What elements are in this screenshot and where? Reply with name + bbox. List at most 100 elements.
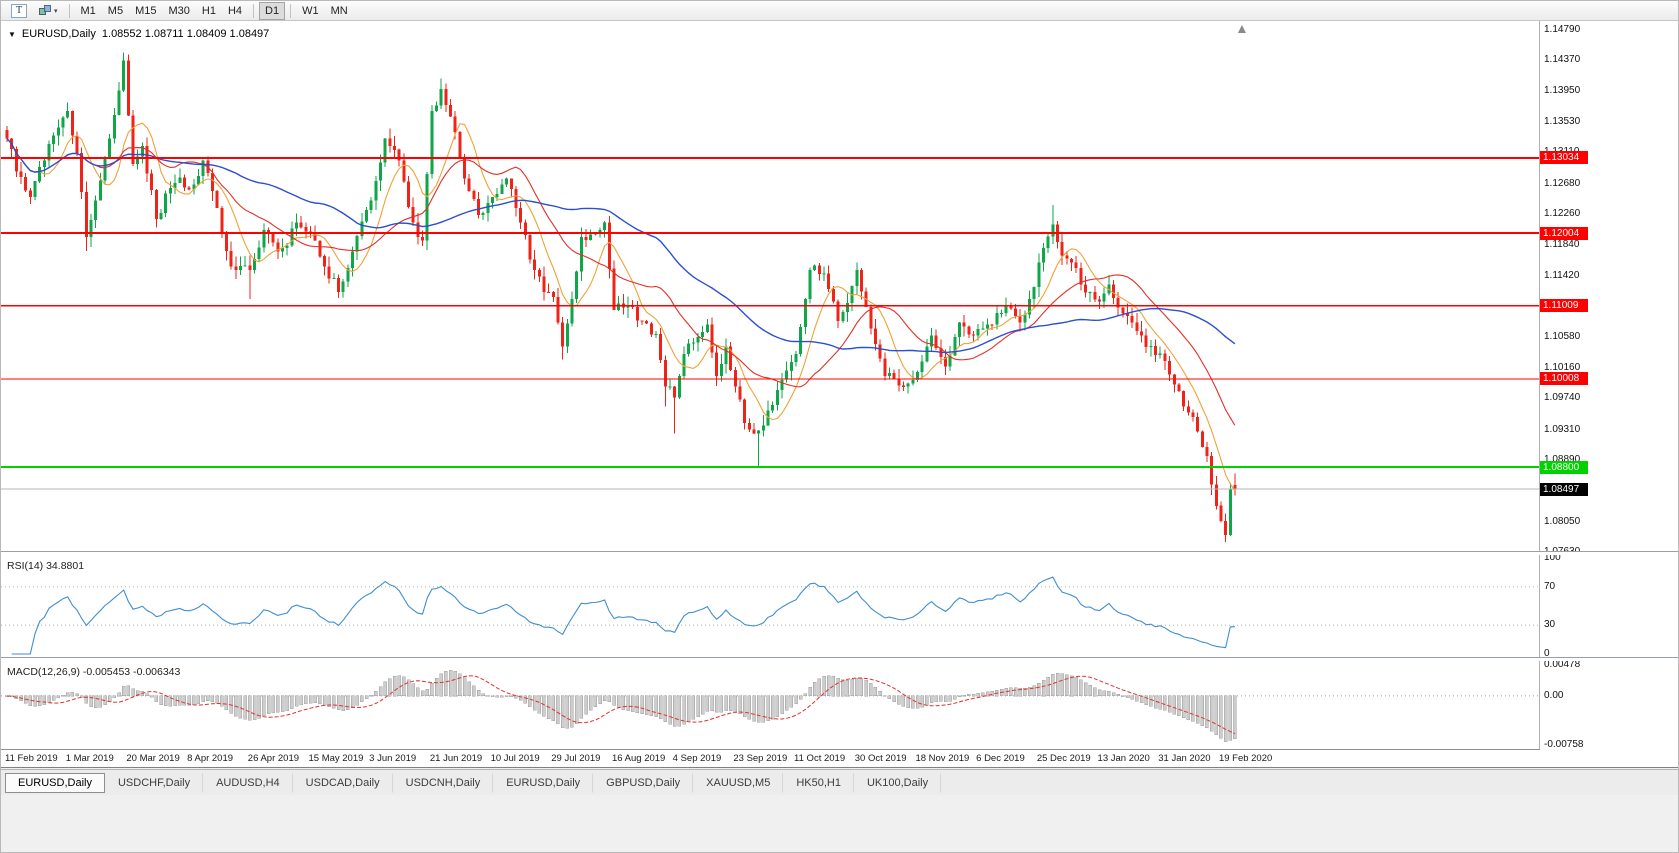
chart-tab-label: EURUSD,Daily	[18, 776, 92, 789]
date-tick-label: 6 Dec 2019	[976, 753, 1025, 764]
date-tick-label: 31 Jan 2020	[1158, 753, 1211, 764]
chart-window[interactable]: 1.147901.143701.139501.135301.131101.126…	[1, 21, 1678, 768]
chart-tab-label: HK50,H1	[796, 776, 841, 789]
date-tick-label: 18 Nov 2019	[915, 753, 970, 764]
chart-tab[interactable]: HK50,H1	[783, 772, 854, 793]
timeframe-button[interactable]: D1	[259, 1, 286, 20]
price-tick-label: 1.09310	[1544, 423, 1581, 435]
timeframe-button[interactable]: M15	[129, 2, 162, 20]
chart-tab-label: XAUUSD,M5	[706, 776, 771, 789]
chart-tab[interactable]: USDCNH,Daily	[393, 772, 494, 793]
timeframe-button[interactable]: H4	[222, 2, 248, 20]
macd-panel-canvas[interactable]	[1, 661, 1539, 749]
candles	[5, 52, 1237, 543]
toolbar-separator	[290, 3, 292, 18]
price-tick-label: 1.09740	[1544, 392, 1581, 404]
panel-divider[interactable]	[1, 657, 1678, 661]
timeframe-label: M1	[80, 4, 96, 17]
rsi-scale-label: 100	[1544, 552, 1561, 563]
chart-tab-label: USDCHF,Daily	[117, 776, 191, 789]
price-tick-label: 1.14370	[1544, 54, 1581, 66]
rsi-panel-canvas[interactable]	[1, 555, 1539, 657]
chart-tab[interactable]: EURUSD,Daily	[5, 772, 105, 793]
chart-tab-label: GBPUSD,Daily	[606, 776, 681, 789]
timeframe-label: M15	[135, 4, 157, 17]
chart-tab[interactable]: USDCHF,Daily	[105, 772, 204, 793]
timeframe-button[interactable]: M30	[162, 2, 195, 20]
date-tick-label: 3 Jun 2019	[369, 753, 417, 764]
date-tick-label: 23 Sep 2019	[733, 753, 788, 764]
macd-histogram	[5, 670, 1237, 742]
moving-average-line-50	[6, 138, 1236, 354]
chart-tabs-bar: EURUSD,Daily USDCHF,Daily AUDUSD,H4 USDCAD,…	[1, 769, 1678, 795]
rsi-line	[11, 576, 1235, 655]
chart-tab-label: USDCAD,Daily	[305, 776, 380, 789]
timeframe-button[interactable]: MN	[325, 2, 354, 20]
moving-average-line-20	[6, 138, 1236, 426]
timeframe-button[interactable]: H1	[196, 2, 222, 20]
date-tick-label: 21 Jun 2019	[429, 753, 483, 764]
macd-scale-label: -0.00758	[1544, 739, 1584, 750]
moving-average-line-8	[6, 122, 1236, 492]
timeframe-group-higher: W1 MN	[296, 2, 354, 20]
chart-tab[interactable]: AUDUSD,H4	[203, 772, 293, 793]
timeframe-group-intraday: M1 M5 M15 M30 H1 H4	[75, 2, 249, 20]
chart-header: ▼ EURUSD,Daily 1.08552 1.08711 1.08409 1…	[8, 28, 269, 40]
timeframe-label: H4	[227, 4, 243, 17]
toolbar-separator	[253, 3, 255, 18]
text-tool-button[interactable]: T	[5, 2, 33, 20]
date-tick-label: 4 Sep 2019	[672, 753, 722, 764]
timeframe-group-daily: D1	[259, 1, 286, 20]
chart-tab[interactable]: EURUSD,Daily	[493, 772, 594, 793]
price-axis[interactable]: 1.147901.143701.139501.135301.131101.126…	[1539, 21, 1678, 767]
main-chart-canvas[interactable]	[1, 21, 1539, 551]
rsi-indicator-label: RSI(14) 34.8801	[7, 560, 85, 572]
chart-tab[interactable]: USDCAD,Daily	[293, 772, 393, 793]
price-tick-label: 1.12260	[1544, 208, 1581, 220]
date-tick-label: 20 Mar 2019	[126, 753, 180, 764]
date-tick-label: 11 Oct 2019	[794, 753, 846, 764]
panel-divider[interactable]	[1, 551, 1678, 555]
macd-indicator-label: MACD(12,26,9) -0.005453 -0.006343	[7, 666, 181, 678]
date-tick-label: 29 Jul 2019	[551, 753, 601, 764]
chevron-down-icon: ▾	[54, 7, 58, 15]
chart-tab[interactable]: GBPUSD,Daily	[593, 772, 694, 793]
date-tick-label: 25 Dec 2019	[1036, 753, 1091, 764]
rsi-scale-label: 70	[1544, 580, 1556, 592]
collapse-icon[interactable]: ▼	[8, 29, 16, 39]
price-tick-label: 1.10580	[1544, 331, 1581, 343]
chart-tab-label: UK100,Daily	[866, 776, 929, 789]
timeframe-button[interactable]: W1	[296, 2, 325, 20]
price-tick-label: 1.13530	[1544, 115, 1581, 127]
date-tick-label: 1 Mar 2019	[65, 753, 114, 764]
price-tick-label: 1.11840	[1544, 239, 1580, 251]
timeframe-label: MN	[330, 4, 348, 17]
top-toolbar: T ▾ M1 M5 M15 M30 H1 H4 D1 W1 MN	[1, 1, 1678, 21]
chart-shift-marker-icon[interactable]	[1237, 25, 1246, 33]
date-tick-label: 26 Apr 2019	[247, 753, 300, 764]
price-tick-label: 1.13950	[1544, 85, 1581, 97]
rsi-scale-label: 0	[1544, 648, 1550, 659]
date-tick-label: 8 Apr 2019	[187, 753, 234, 764]
price-level-badge: 1.10008	[1540, 372, 1588, 386]
text-tool-icon: T	[11, 3, 27, 18]
chart-ohlc-values: 1.08552 1.08711 1.08409 1.08497	[101, 28, 270, 40]
price-level-badge: 1.08800	[1540, 460, 1588, 474]
timeframe-button[interactable]: M1	[75, 2, 102, 20]
date-tick-label: 19 Feb 2020	[1218, 753, 1273, 764]
timeframe-label: M5	[107, 4, 124, 17]
rsi-scale-label: 30	[1544, 619, 1556, 631]
timeframe-label: H1	[201, 4, 216, 17]
time-axis[interactable]: 11 Feb 2019 1 Mar 2019 20 Mar 2019 8 Apr 20…	[1, 749, 1540, 767]
chart-tab[interactable]: XAUUSD,M5	[693, 772, 784, 793]
pointer-tool-button[interactable]: ▾	[33, 2, 64, 20]
chart-tab-label: AUDUSD,H4	[216, 776, 280, 789]
price-tick-label: 1.12680	[1544, 177, 1581, 189]
price-tick-label: 1.11420	[1544, 269, 1580, 281]
macd-scale-label: 0.00478	[1544, 659, 1581, 670]
chart-tab[interactable]: UK100,Daily	[854, 772, 942, 793]
timeframe-button[interactable]: M5	[102, 2, 129, 20]
price-tick-label: 1.08050	[1544, 515, 1581, 527]
chart-tab-label: USDCNH,Daily	[405, 776, 481, 789]
